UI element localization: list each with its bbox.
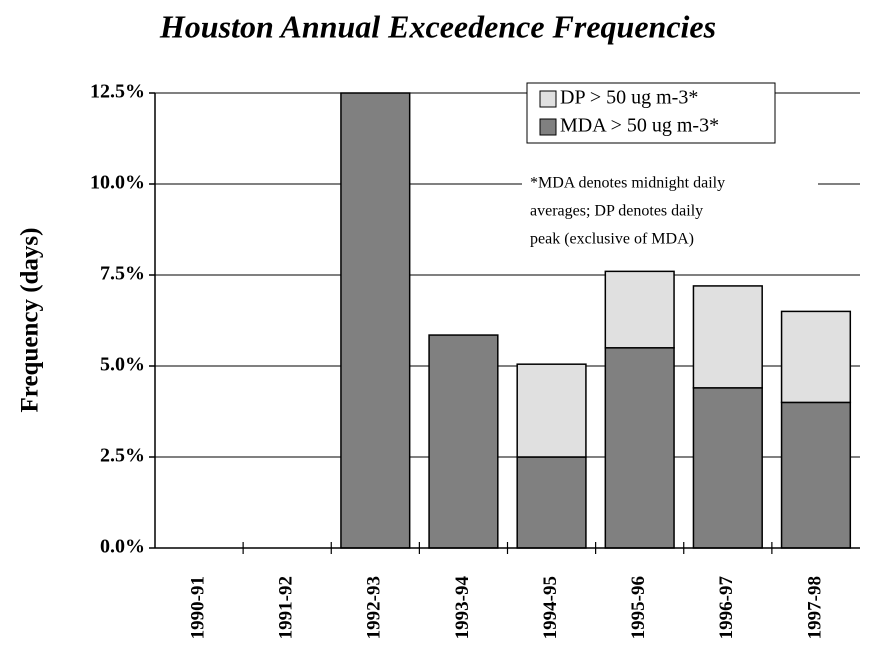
y-tick-label: 5.0% [100, 354, 145, 376]
annotation: averages; DP denotes daily [530, 203, 703, 220]
bar-segment [604, 270, 675, 349]
x-tick-label: 1997-98 [804, 576, 825, 639]
y-tick-label: 10.0% [90, 172, 145, 194]
bar-segment [516, 456, 587, 549]
bar-segment [692, 285, 763, 389]
annotation-bg [522, 168, 818, 256]
legend-swatch [539, 90, 557, 108]
legend-box [526, 82, 776, 144]
x-tick-label: 1995-96 [628, 576, 649, 639]
bar-segment [692, 387, 763, 549]
bar-segment [780, 310, 852, 404]
bar-segment [340, 92, 411, 549]
annotation: *MDA denotes midnight daily [530, 175, 725, 192]
y-tick-label: 2.5% [100, 445, 145, 467]
y-tick-label: 0.0% [100, 536, 145, 558]
x-tick-label: 1990-91 [187, 576, 208, 639]
x-tick-label: 1992-93 [364, 576, 385, 639]
annotation: peak (exclusive of MDA) [530, 231, 694, 248]
bar-segment [428, 334, 499, 549]
legend-swatch [539, 118, 557, 136]
y-tick-label: 12.5% [90, 81, 145, 103]
y-tick-label: 7.5% [100, 263, 145, 285]
legend-label: MDA > 50 ug m-3* [560, 115, 719, 137]
chart-title: Houston Annual Exceedence Frequencies [159, 8, 716, 44]
legend-label: DP > 50 ug m-3* [560, 87, 698, 109]
x-tick-label: 1996-97 [716, 576, 737, 640]
bar-segment [780, 401, 852, 549]
bar-segment [604, 347, 675, 549]
x-tick-label: 1993-94 [452, 576, 473, 640]
y-axis-label: Frequency (days) [17, 228, 44, 413]
bar-segment [516, 363, 587, 458]
x-tick-label: 1991-92 [276, 576, 297, 639]
x-tick-label: 1994-95 [540, 576, 561, 639]
